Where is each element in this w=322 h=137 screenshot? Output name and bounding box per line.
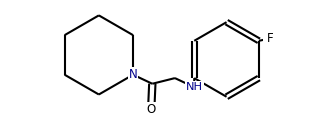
Text: N: N: [129, 68, 137, 81]
Text: F: F: [266, 32, 273, 45]
Text: NH: NH: [185, 82, 203, 92]
Text: O: O: [147, 103, 156, 116]
